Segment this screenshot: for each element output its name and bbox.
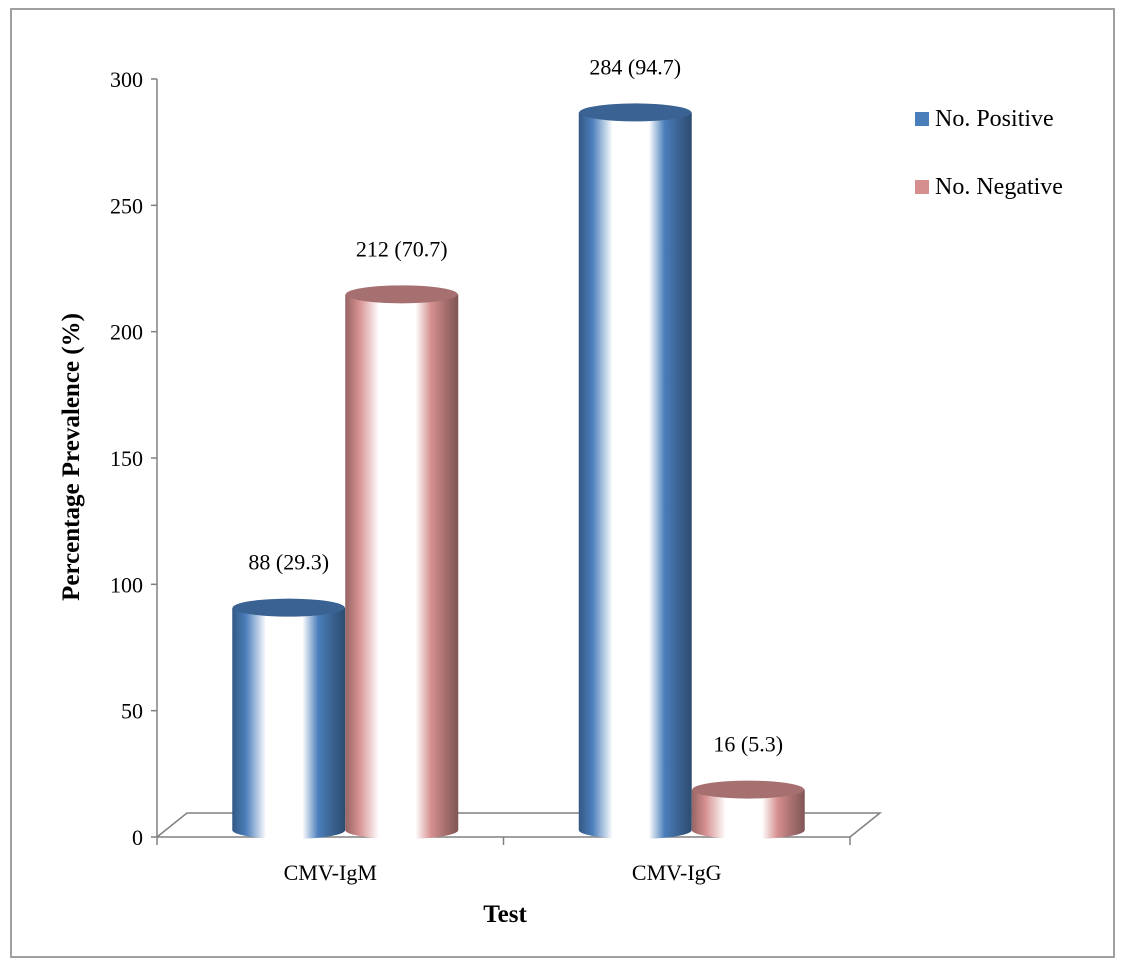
chart-axes: 0 50 100 150 200 250 300 CMV-IgM CMV-IgG [110,67,851,885]
bar-body [232,607,346,840]
floor-plane [156,812,883,838]
x-axis-title: Test [483,901,527,928]
y-tick-label: 150 [110,446,143,471]
bar-top [232,598,345,617]
data-label: 88 (29.3) [248,550,329,575]
bar-top [692,780,805,799]
y-tick-label: 100 [110,572,143,597]
y-tick-label: 200 [110,320,143,345]
x-tick-label: CMV-IgG [632,860,722,885]
bar-no-positive-cmv-igm [232,598,346,840]
x-tick-label: CMV-IgM [284,860,377,885]
legend-label-positive: No. Positive [935,106,1054,132]
bar-top [345,285,458,304]
data-label: 16 (5.3) [713,732,783,757]
y-tick-label: 250 [110,193,143,218]
data-label: 212 (70.7) [356,236,448,261]
chart-data-labels: 88 (29.3) 212 (70.7) 284 (94.7) 16 (5.3) [248,54,783,756]
bar-no-negative-cmv-igm [345,285,459,840]
bar-body [578,112,692,840]
chart-floor [156,812,883,838]
chart-bars [232,103,805,840]
y-tick-label: 300 [110,67,143,92]
data-label: 284 (94.7) [589,54,681,79]
y-axis-title: Percentage Prevalence (%) [58,313,85,601]
chart-frame [10,8,1115,958]
legend-label-negative: No. Negative [935,174,1063,200]
bar-no-positive-cmv-igg [578,103,692,840]
y-tick-label: 50 [121,699,143,724]
bar-no-negative-cmv-igg [691,780,805,840]
bar-body [345,294,459,840]
bar-body [691,789,805,840]
legend: No. Positive No. Negative [915,106,1063,200]
bar-top [579,103,692,122]
y-tick-label: 0 [132,825,143,850]
legend-swatch-positive [915,112,929,126]
legend-swatch-negative [915,180,929,194]
